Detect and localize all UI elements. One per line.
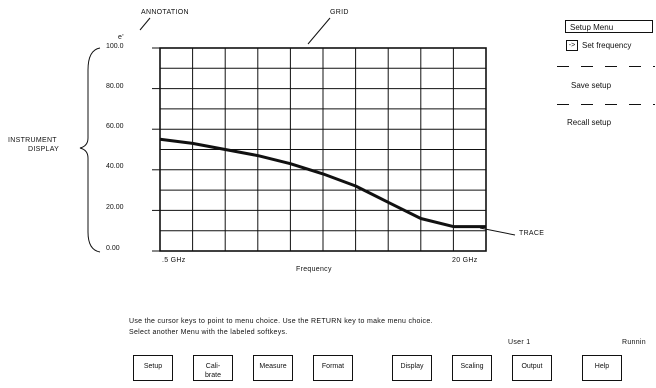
x-axis-title: Frequency [296,266,332,273]
annotation-label: ANNOTATION [141,9,189,16]
trace-line [159,137,486,229]
instruction-line-2: Select another Menu with the labeled sof… [129,329,288,336]
x-tick-label-start: .5 GHz [162,257,186,264]
softkey-format[interactable]: Format [313,355,353,381]
x-tick-label-end: 20 GHz [452,257,478,264]
y-tick-label: 60.00 [106,123,124,130]
y-tick-label: 100.0 [106,43,124,50]
grid-label: GRID [330,9,349,16]
annotation-leader-line [139,17,151,31]
menu-divider [557,66,655,67]
trace-leader-line [479,227,516,236]
instrument-display-bracket [79,47,101,253]
menu-item-set-frequency[interactable]: Set frequency [582,41,632,50]
menu-divider [557,104,655,105]
softkey-scaling[interactable]: Scaling [452,355,492,381]
user-status: User 1 [508,339,531,346]
grid-leader-line [307,17,331,45]
menu-title: Setup Menu [565,20,653,33]
softkey-help[interactable]: Help [582,355,622,381]
softkey-measure[interactable]: Measure [253,355,293,381]
run-status: Runnin [622,339,646,346]
instrument-display-label-line2: DISPLAY [28,146,60,153]
y-tick-label: 40.00 [106,163,124,170]
y-tick-label: 80.00 [106,83,124,90]
softkey-display[interactable]: Display [392,355,432,381]
y-tick-label: 0.00 [106,245,120,252]
menu-item-recall-setup[interactable]: Recall setup [567,118,612,127]
annotation-marker: e' [118,34,124,41]
menu-pointer: -> [566,40,578,51]
softkey-calibrate[interactable]: Cali- brate [193,355,233,381]
trace-label: TRACE [519,230,545,237]
y-tick-label: 20.00 [106,204,124,211]
softkey-setup[interactable]: Setup [133,355,173,381]
instrument-display-label-line1: INSTRUMENT [8,137,57,144]
menu-item-save-setup[interactable]: Save setup [571,81,612,90]
plot-area [152,47,487,252]
instruction-line-1: Use the cursor keys to point to menu cho… [129,318,433,325]
softkey-output[interactable]: Output [512,355,552,381]
